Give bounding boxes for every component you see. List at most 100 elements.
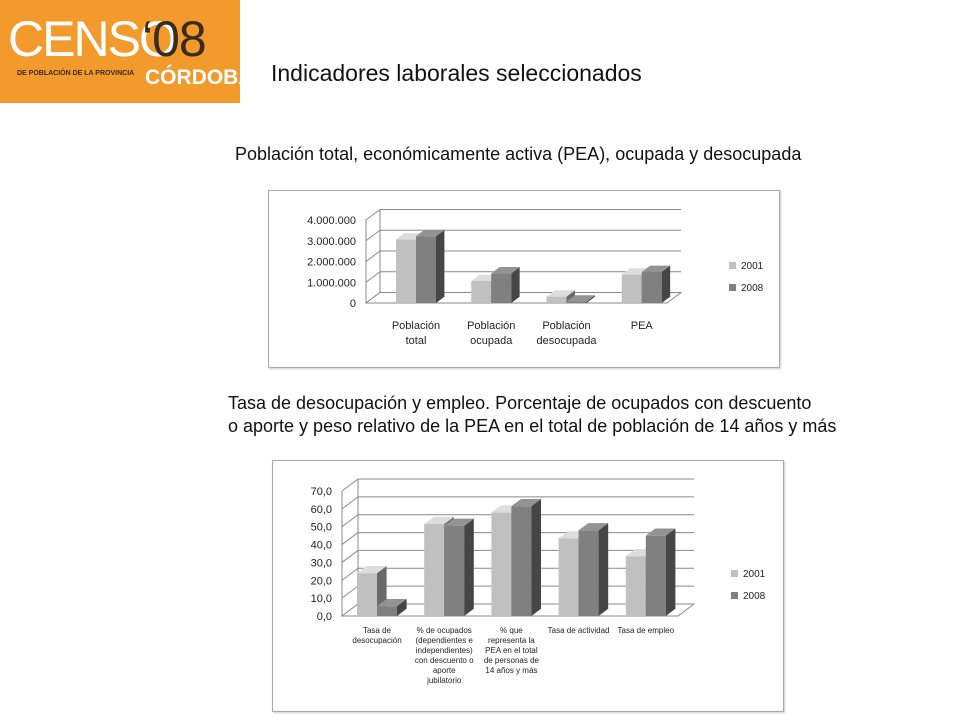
chart2-x-tick-label: aporte — [433, 666, 456, 675]
chart1-container: 4.000.000 3.000.000 2.000.000 1.000.000 0 Pob… — [268, 190, 780, 368]
chart2-y-tick-label: 60,0 — [311, 504, 332, 516]
chart2-bar-side-2008 — [598, 523, 609, 616]
chart1-bar-2001 — [396, 239, 416, 303]
chart1-bar-2001 — [546, 296, 567, 303]
chart2-x-tick-label: % de ocupados — [417, 626, 472, 635]
chart1-bar-top-2008 — [491, 267, 520, 274]
chart2-gridline-side — [341, 567, 359, 581]
chart2-gridline-side — [341, 585, 359, 599]
chart1-bar-2008 — [416, 236, 436, 303]
chart1-legend-swatch-2008 — [729, 284, 736, 291]
chart2-x-tick-label: PEA en el total — [485, 646, 538, 655]
chart1-gridline-side — [365, 209, 381, 221]
chart1-legend-swatch-2001 — [729, 262, 736, 269]
chart1-bar-2008 — [491, 273, 512, 303]
chart1-bar-top-2008 — [416, 229, 445, 237]
page-title: Indicadores laborales seleccionados — [271, 60, 642, 86]
chart2-gridline-side — [341, 514, 359, 528]
chart2-bar-2008 — [645, 535, 666, 616]
chart2-bar-2001 — [357, 573, 377, 616]
chart2-x-tick-label: jubilatorio — [426, 676, 462, 685]
chart1-y-tick-label: 4.000.000 — [307, 215, 356, 227]
chart1-bar-side-2008 — [511, 267, 520, 303]
chart1-gridline-side — [365, 250, 381, 262]
chart2-x-tick-label: de personas de — [484, 656, 540, 665]
chart2-bar-top-2008 — [511, 498, 541, 507]
chart2-bar-2008 — [444, 525, 465, 616]
chart2-gridline-side — [341, 550, 359, 563]
chart1-y-tick-label: 0 — [350, 298, 356, 310]
chart1-y-tick-label: 3.000.000 — [307, 236, 356, 248]
chart2-x-tick-label: Tasa de — [363, 626, 392, 635]
logo-city: CÓRDOBA — [145, 66, 254, 89]
chart2-legend-swatch-2001 — [731, 570, 738, 577]
chart2-bar-2001 — [558, 538, 579, 616]
logo-brand: CENSO — [8, 11, 178, 67]
chart2-legend-label: 2001 — [743, 569, 766, 580]
chart2-y-tick-label: 30,0 — [311, 557, 332, 569]
chart2-x-tick-label: representa la — [488, 636, 535, 645]
chart2-y-tick-label: 50,0 — [311, 522, 332, 534]
logo-subtitle: DE POBLACIÓN DE LA PROVINCIA — [17, 70, 135, 77]
chart1-gridline-side — [365, 271, 381, 283]
chart2-bar-top-2008 — [645, 528, 676, 536]
chart1-bar-top-2008 — [641, 265, 671, 272]
chart1-bar-side-2001 — [566, 290, 575, 303]
chart2-title-line1: Tasa de desocupación y empleo. Porcentaj… — [228, 393, 812, 413]
logo-year: ‘08 — [142, 11, 207, 67]
chart2-x-tick-label: Tasa de actividad — [548, 626, 610, 635]
chart1-x-tick-label: Población — [392, 320, 440, 332]
chart1-bar-top-2008 — [566, 295, 595, 302]
chart2-container: 70,0 60,0 50,0 40,0 30,0 20,0 10,0 0,0 Tasa de de… — [272, 460, 784, 712]
chart2-title: Tasa de desocupación y empleo. Porcentaj… — [228, 392, 836, 438]
chart2-bar-2008 — [511, 506, 532, 616]
chart1-x-tick-label: Población — [542, 320, 590, 332]
chart1-x-tick-label: PEA — [631, 320, 654, 332]
chart1-gridline-side — [365, 229, 381, 242]
chart2-gridline-side — [341, 478, 359, 492]
chart2-bar-top-2001 — [424, 516, 454, 525]
chart2-x-tick-label: desocupación — [352, 636, 401, 645]
chart1-y-tick-label: 1.000.000 — [307, 277, 356, 289]
chart2-bar-2001 — [491, 512, 512, 616]
chart2-bar-side-2008 — [665, 528, 676, 616]
chart2-x-tick-label: con descuento o — [415, 656, 474, 665]
chart1-legend-label: 2008 — [741, 283, 764, 294]
chart2-legend-swatch-2008 — [731, 592, 738, 599]
chart2-bar-top-2008 — [444, 518, 474, 526]
chart1-bar-2008 — [641, 271, 662, 303]
chart2-bar-top-2008 — [578, 523, 609, 531]
chart2-y-tick-label: 0,0 — [317, 611, 332, 623]
chart2-bar-2001 — [424, 524, 445, 616]
chart2-x-tick-label: % que — [500, 626, 523, 635]
chart1-bar-top-2001 — [546, 290, 575, 297]
chart1-bar-2001 — [471, 281, 492, 303]
chart2-bar-side-2008 — [531, 498, 541, 616]
chart1-x-tick-label: Población — [467, 320, 515, 332]
chart2-y-tick-label: 10,0 — [311, 593, 332, 605]
chart1-title: Población total, económicamente activa (… — [235, 144, 802, 164]
chart1-x-tick-label: desocupada — [537, 335, 598, 347]
chart2-y-tick-label: 20,0 — [311, 575, 332, 587]
chart2-gridline-side — [341, 532, 359, 545]
chart2-y-tick-label: 40,0 — [311, 540, 332, 552]
chart1-bar-2001 — [621, 274, 642, 303]
chart2-bar-top-2008 — [377, 598, 407, 607]
chart2-bar-2001 — [625, 556, 646, 616]
chart1-bar-side-2008 — [586, 295, 595, 303]
chart2-bar-side-2008 — [464, 518, 474, 616]
chart1-bar-side-2008 — [436, 229, 445, 303]
chart2-y-tick-label: 70,0 — [311, 486, 332, 498]
chart1-y-tick-label: 2.000.000 — [307, 257, 356, 269]
chart2-gridline-side — [341, 496, 359, 510]
chart1-legend-label: 2001 — [741, 261, 764, 272]
chart2-x-tick-label: Tasa de empleo — [618, 626, 675, 635]
chart1-bar-side-2008 — [661, 265, 671, 303]
chart2-x-tick-label: (dependientes e — [416, 636, 474, 645]
chart1-svg: 4.000.000 3.000.000 2.000.000 1.000.000 0 Pob… — [307, 209, 764, 347]
chart2-bar-2008 — [578, 530, 599, 616]
chart2-x-tick-label: 14 años y más — [485, 666, 537, 675]
chart1-x-tick-label: total — [406, 335, 427, 347]
chart2-bar-2008 — [377, 606, 397, 616]
